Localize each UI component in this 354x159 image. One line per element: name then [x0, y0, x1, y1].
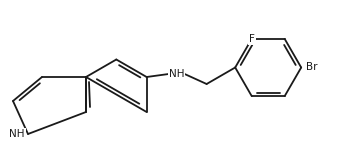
Text: F: F: [249, 34, 255, 44]
Text: Br: Br: [306, 62, 318, 73]
Text: NH: NH: [10, 129, 25, 139]
Text: NH: NH: [169, 69, 184, 79]
